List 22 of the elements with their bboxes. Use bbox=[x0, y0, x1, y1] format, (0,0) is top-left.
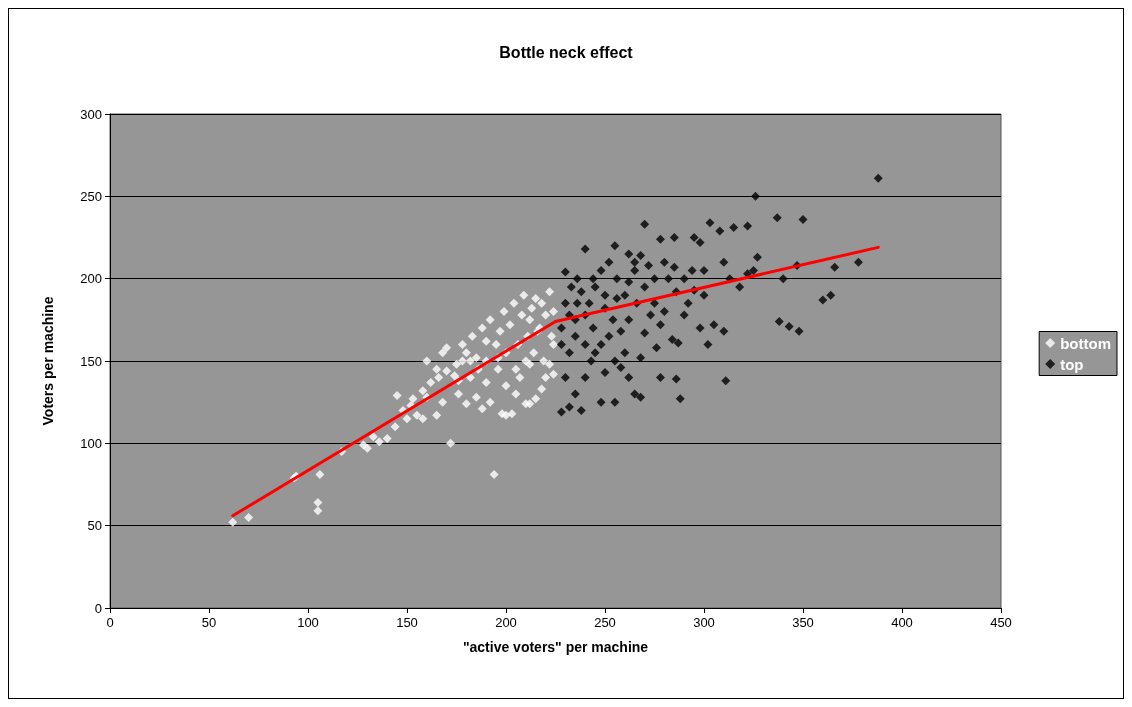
x-tick-label: 450 bbox=[990, 615, 1012, 630]
x-tick-label: 50 bbox=[201, 615, 217, 630]
y-tick-label: 300 bbox=[80, 106, 102, 122]
x-tick-label: 100 bbox=[297, 615, 319, 630]
x-tick-label: 300 bbox=[693, 615, 715, 630]
x-tick-label: 0 bbox=[106, 615, 114, 630]
y-tick-label: 150 bbox=[80, 353, 102, 369]
x-axis-title: "active voters" per machine bbox=[462, 639, 649, 655]
y-tick-label: 200 bbox=[80, 271, 102, 287]
x-tick-label: 250 bbox=[594, 615, 616, 630]
x-tick-label: 150 bbox=[396, 615, 418, 630]
y-tick-label: 250 bbox=[80, 188, 102, 204]
x-tick-label: 200 bbox=[495, 615, 517, 630]
x-tick-label: 400 bbox=[891, 615, 913, 630]
y-tick-label: 0 bbox=[94, 600, 102, 616]
y-tick-label: 50 bbox=[87, 518, 102, 534]
y-axis-title: Voters per machine bbox=[40, 296, 56, 426]
legend-label: top bbox=[1060, 355, 1084, 373]
y-tick-label: 100 bbox=[80, 435, 102, 451]
legend-label: bottom bbox=[1060, 334, 1112, 352]
x-tick-label: 350 bbox=[792, 615, 814, 630]
chart-title: Bottle neck effect bbox=[499, 43, 634, 61]
